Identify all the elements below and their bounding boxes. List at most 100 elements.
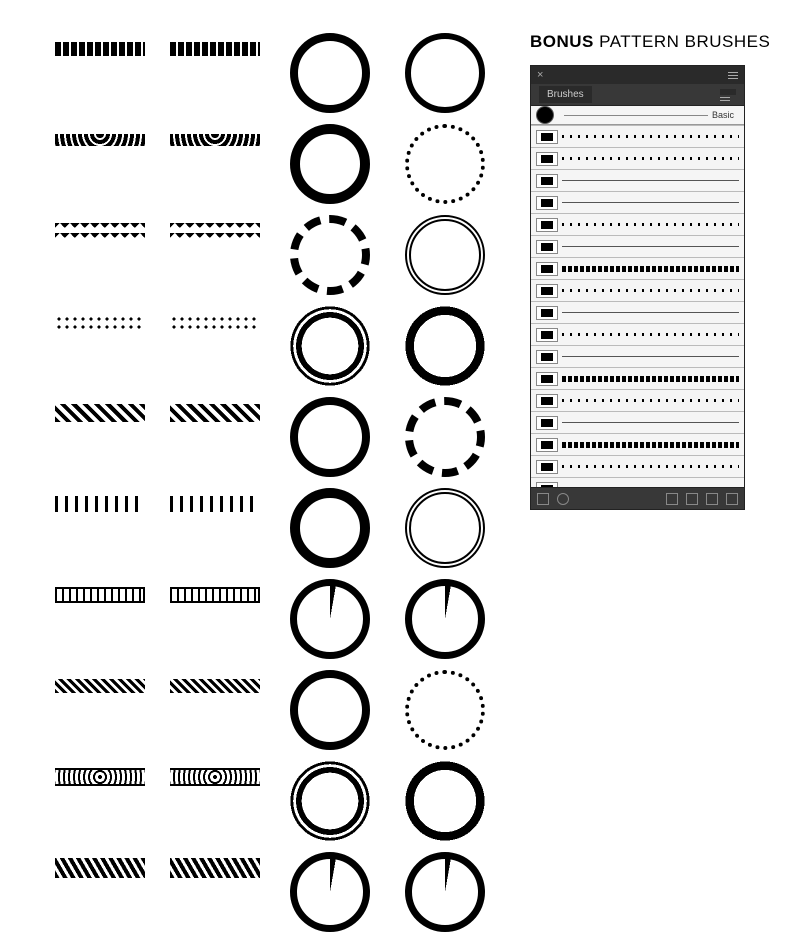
library-icon[interactable]: [537, 493, 549, 505]
brush-list-item[interactable]: [531, 390, 744, 412]
brush-list-item[interactable]: [531, 258, 744, 280]
brush-list-item[interactable]: [531, 126, 744, 148]
options-icon[interactable]: [686, 493, 698, 505]
brush-stroke-preview: [562, 135, 739, 138]
brush-stroke-preview: [562, 246, 739, 247]
brush-stroke-preview: [562, 289, 739, 292]
brush-preview: [536, 372, 558, 386]
brush-stroke-preview: [562, 333, 739, 336]
pattern-brush-circle: [280, 394, 380, 479]
brush-list-item[interactable]: [531, 170, 744, 192]
new-brush-icon[interactable]: [706, 493, 718, 505]
brush-preview: [536, 174, 558, 188]
brush-list-item[interactable]: [531, 214, 744, 236]
circle-frame: [405, 761, 485, 841]
circle-frame: [405, 124, 485, 204]
brush-list-item[interactable]: [531, 280, 744, 302]
circle-frame: [405, 215, 485, 295]
brush-libraries-icon[interactable]: [557, 493, 569, 505]
brush-list-item[interactable]: [531, 478, 744, 487]
circle-frame: [290, 124, 370, 204]
brush-preview: [536, 284, 558, 298]
basic-label: Basic: [712, 110, 739, 120]
pattern-brush-sample: [165, 303, 265, 341]
pattern-bar: [170, 858, 260, 878]
delete-brush-icon[interactable]: [726, 493, 738, 505]
pattern-bar: [55, 42, 145, 56]
pattern-brush-circle: [280, 849, 380, 934]
circle-frame: [290, 670, 370, 750]
pattern-brush-circle: [280, 667, 380, 752]
pattern-brush-circle: [395, 394, 495, 479]
brush-list-item[interactable]: [531, 368, 744, 390]
brush-list-item[interactable]: [531, 456, 744, 478]
pattern-bar: [170, 587, 260, 603]
circle-frame: [405, 579, 485, 659]
pattern-brush-sample: [50, 303, 150, 341]
brush-list-item[interactable]: [531, 434, 744, 456]
brush-list-item[interactable]: [531, 412, 744, 434]
circle-frame: [405, 488, 485, 568]
pattern-brush-circle: [280, 303, 380, 388]
circle-frame: [290, 579, 370, 659]
pattern-brush-sample: [165, 667, 265, 705]
pattern-brush-circle: [395, 758, 495, 843]
tab-brushes[interactable]: Brushes: [539, 86, 592, 103]
pattern-brush-sample: [165, 394, 265, 432]
circle-frame: [290, 215, 370, 295]
remove-stroke-icon[interactable]: [666, 493, 678, 505]
close-icon[interactable]: ×: [537, 69, 543, 81]
brush-preview: [536, 460, 558, 474]
pattern-brush-sample: [50, 758, 150, 796]
brush-list-item[interactable]: [531, 346, 744, 368]
pattern-brush-circle: [280, 485, 380, 570]
brush-stroke-preview: [562, 202, 739, 203]
pattern-brush-sample: [165, 576, 265, 614]
brush-preview: [536, 130, 558, 144]
brush-stroke-preview: [562, 180, 739, 181]
pattern-bar: [55, 404, 145, 422]
panel-header: ×: [531, 66, 744, 84]
flyout-menu-icon[interactable]: [720, 89, 736, 101]
brush-stroke-preview: [562, 356, 739, 357]
circle-frame: [290, 852, 370, 932]
pattern-brush-sample: [50, 394, 150, 432]
brush-list-item[interactable]: [531, 302, 744, 324]
brush-preview: [536, 240, 558, 254]
brush-preview: [536, 262, 558, 276]
pattern-bar: [55, 679, 145, 693]
brush-stroke-preview: [562, 465, 739, 468]
pattern-bar: [170, 315, 260, 329]
pattern-brush-circle: [280, 121, 380, 206]
pattern-bar: [170, 134, 260, 146]
current-brush-row[interactable]: Basic: [531, 106, 744, 125]
pattern-brush-circle: [280, 30, 380, 115]
page-title: BONUS PATTERN BRUSHES: [530, 32, 770, 52]
brush-list-item[interactable]: [531, 324, 744, 346]
pattern-brush-circle: [280, 758, 380, 843]
brush-list-item[interactable]: [531, 236, 744, 258]
panel-menu-icon[interactable]: [728, 72, 738, 79]
brush-preview: [536, 196, 558, 210]
pattern-brush-sample: [50, 576, 150, 614]
brush-stroke-preview: [562, 442, 739, 448]
pattern-bar: [55, 315, 145, 329]
pattern-brush-sample: [50, 30, 150, 68]
circle-frame: [405, 397, 485, 477]
panel-body: Basic: [531, 106, 744, 487]
brush-samples-grid: [50, 30, 510, 510]
circle-frame: [290, 488, 370, 568]
current-brush-swatch: [536, 106, 554, 124]
brush-stroke-preview: [562, 266, 739, 272]
brush-preview: [536, 306, 558, 320]
brush-stroke-preview: [562, 399, 739, 402]
pattern-brush-sample: [165, 849, 265, 887]
brush-list-item[interactable]: [531, 148, 744, 170]
pattern-brush-sample: [50, 667, 150, 705]
pattern-brush-circle: [395, 576, 495, 661]
brush-preview: [536, 218, 558, 232]
brush-stroke-preview: [562, 376, 739, 382]
pattern-brush-sample: [50, 849, 150, 887]
brush-list-item[interactable]: [531, 192, 744, 214]
panel-footer: [531, 487, 744, 509]
